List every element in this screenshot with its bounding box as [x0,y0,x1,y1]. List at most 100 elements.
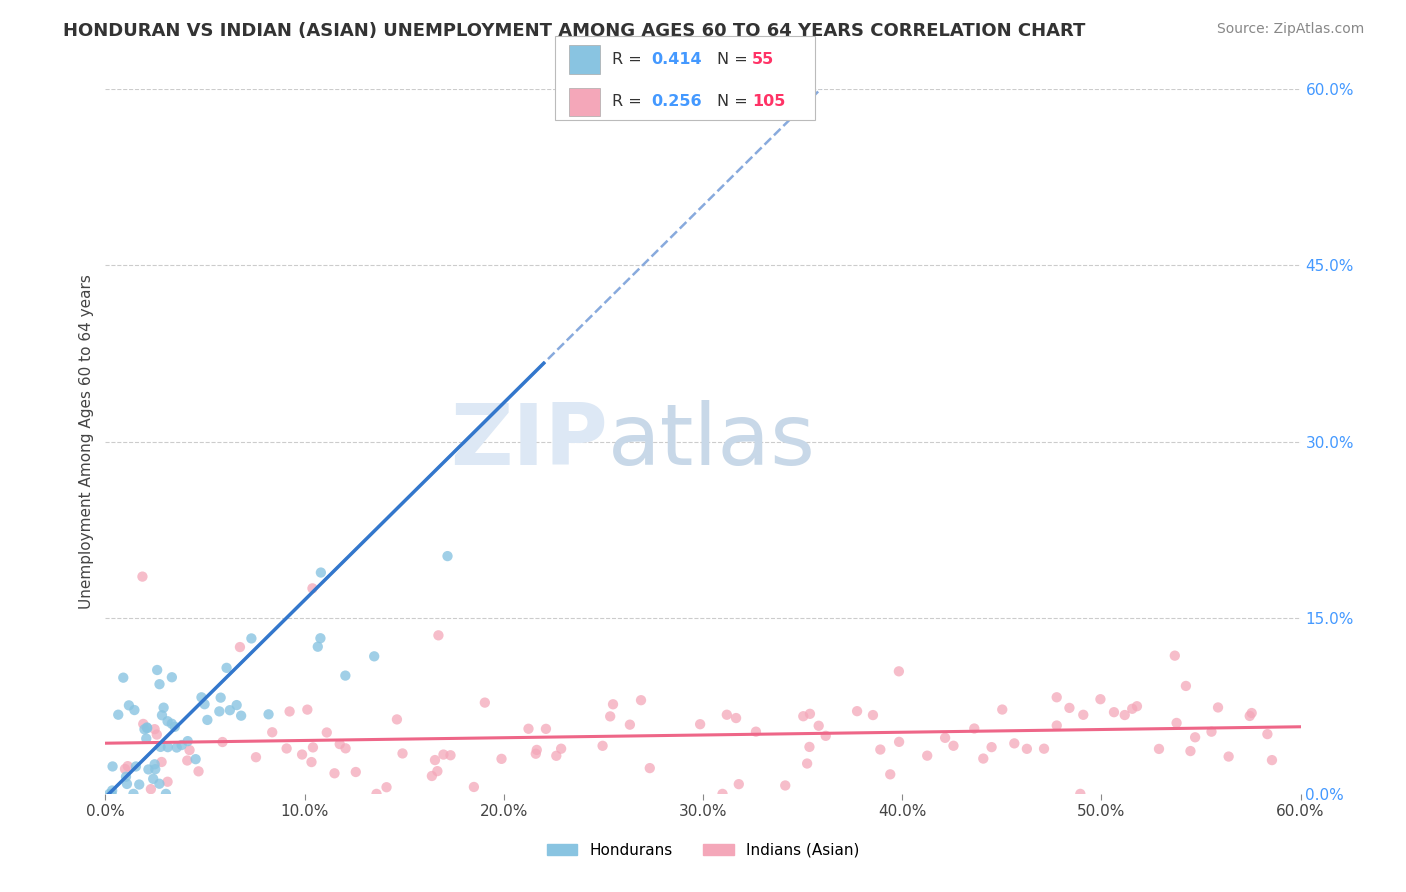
Point [814,729,837,743]
Point [1261,753,1284,767]
Point [482,46,505,61]
Point [101,783,124,797]
Point [160,670,183,684]
Text: atlas: atlas [607,400,815,483]
Point [276,741,298,756]
Text: R =: R = [612,95,647,110]
Point [1184,731,1206,745]
Point [436,549,458,563]
Text: 105: 105 [752,95,786,110]
Point [128,777,150,791]
Point [211,735,233,749]
Point [150,755,173,769]
Point [427,628,450,642]
Point [1201,724,1223,739]
Point [156,774,179,789]
Point [114,762,136,776]
Point [262,725,284,739]
Point [799,706,821,721]
Point [1206,700,1229,714]
Point [124,703,146,717]
Point [879,767,901,781]
Point [385,713,408,727]
Text: ZIP: ZIP [450,400,607,483]
Point [309,566,332,580]
Point [132,717,155,731]
Point [1180,744,1202,758]
Point [225,698,247,712]
Point [170,738,193,752]
Point [869,742,891,756]
Point [187,764,209,779]
Point [474,696,496,710]
Point [972,751,994,765]
Point [432,747,454,762]
Point [297,703,319,717]
Point [208,705,231,719]
Point [231,708,253,723]
Text: Source: ZipAtlas.com: Source: ZipAtlas.com [1216,22,1364,37]
Text: N =: N = [717,52,754,67]
Y-axis label: Unemployment Among Ages 60 to 64 years: Unemployment Among Ages 60 to 64 years [79,274,94,609]
Point [1164,648,1187,663]
Point [122,787,145,801]
Point [807,719,830,733]
Point [138,763,160,777]
Point [526,743,548,757]
Point [1239,709,1261,723]
Point [131,569,153,583]
Point [344,764,367,779]
Point [963,722,986,736]
Point [193,697,215,711]
Point [716,707,738,722]
Point [143,722,166,736]
Point [125,759,148,773]
Point [1147,742,1170,756]
Point [291,747,314,762]
Point [1046,690,1069,705]
Point [887,735,910,749]
Point [152,700,174,714]
Point [146,728,169,742]
Point [630,693,652,707]
Point [301,582,323,596]
Point [135,721,157,735]
Point [980,740,1002,755]
Point [160,716,183,731]
Point [335,668,357,682]
Point [135,731,157,746]
Point [112,671,135,685]
Point [139,782,162,797]
Point [309,632,332,646]
Point [727,777,749,791]
Text: HONDURAN VS INDIAN (ASIAN) UNEMPLOYMENT AMONG AGES 60 TO 64 YEARS CORRELATION CH: HONDURAN VS INDIAN (ASIAN) UNEMPLOYMENT … [63,22,1085,40]
Point [1166,715,1188,730]
Point [215,661,238,675]
Point [307,640,329,654]
Point [463,780,485,794]
Point [599,709,621,723]
Text: R =: R = [612,52,647,67]
Point [118,698,141,713]
Point [1046,718,1069,732]
Point [1121,702,1143,716]
Point [148,777,170,791]
Point [1218,749,1240,764]
Point [142,772,165,786]
Point [517,722,540,736]
Point [329,737,352,751]
Legend: Hondurans, Indians (Asian): Hondurans, Indians (Asian) [540,837,866,863]
Point [150,708,173,723]
Point [745,724,768,739]
Text: 55: 55 [752,52,775,67]
Point [420,769,443,783]
Point [163,720,186,734]
Point [725,711,748,725]
Point [689,717,711,731]
Point [136,721,159,735]
Point [155,787,177,801]
Point [190,690,212,705]
Text: 0.256: 0.256 [651,95,702,110]
Point [439,748,461,763]
Point [115,777,138,791]
